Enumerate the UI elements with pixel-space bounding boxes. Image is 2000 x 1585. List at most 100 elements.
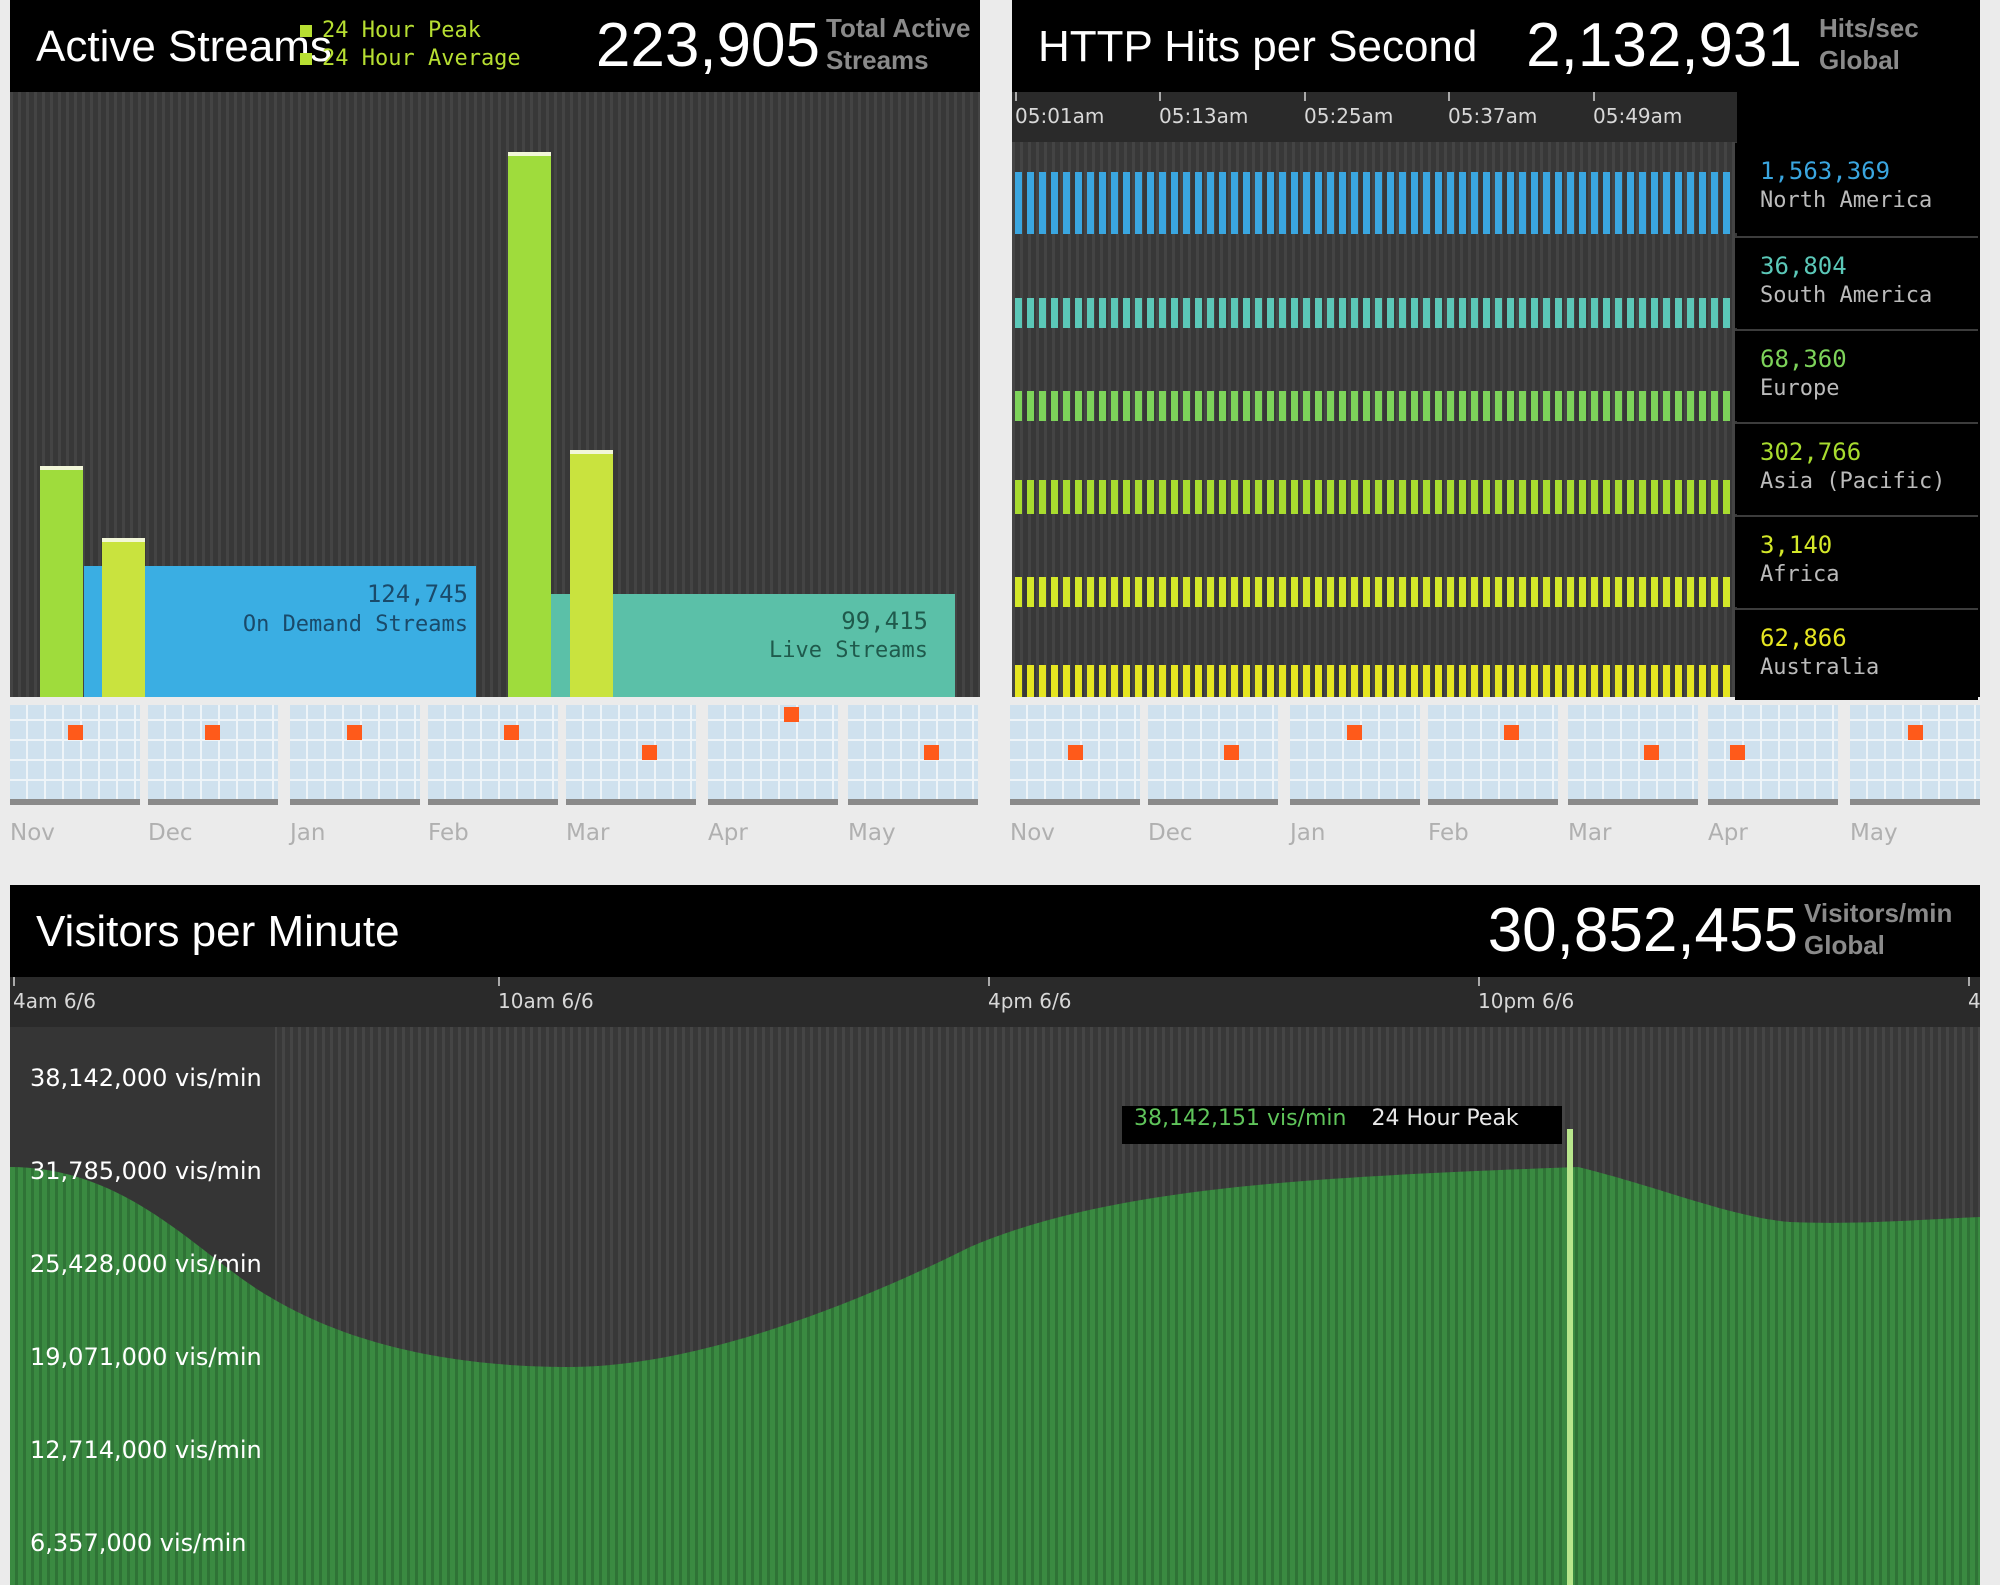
- hits-bar-australia: [1015, 665, 1733, 697]
- active-streams-title: Active Streams: [36, 22, 332, 71]
- calendar-feb-right[interactable]: [1428, 705, 1558, 805]
- calendar-marker: [1644, 745, 1659, 760]
- live-label: Live Streams: [769, 638, 928, 663]
- visitors-area-chart: [10, 1027, 1980, 1585]
- legend-peak-swatch: [300, 25, 312, 37]
- on-demand-label: On Demand Streams: [242, 612, 468, 637]
- http-hits-total: 2,132,931: [1526, 11, 1802, 80]
- calendar-marker: [784, 707, 799, 722]
- month-label: Jan: [1290, 820, 1326, 846]
- region-australia: 62,866 Australia: [1735, 608, 1978, 700]
- region-value: 62,866: [1760, 624, 1847, 652]
- time-label: 10pm 6/6: [1478, 989, 1575, 1013]
- region-value: 36,804: [1760, 252, 1847, 280]
- peak-tooltip: 38,142,151 vis/min 24 Hour Peak: [1134, 1106, 1519, 1131]
- visitors-time-ruler: 4am 6/6 10am 6/6 4pm 6/6 10pm 6/6 4: [10, 977, 1980, 1027]
- calendar-marker: [347, 725, 362, 740]
- hits-bar-north-america: [1015, 172, 1733, 234]
- region-name: North America: [1760, 188, 1933, 213]
- hits-bar-asia-pacific: [1015, 480, 1733, 514]
- calendar-apr-right[interactable]: [1708, 705, 1838, 805]
- y-axis-label: 25,428,000 vis/min: [30, 1250, 262, 1278]
- legend-peak: 24 Hour Peak: [300, 17, 521, 45]
- hits-bar-europe: [1015, 391, 1733, 421]
- legend-average-label: 24 Hour Average: [322, 46, 521, 71]
- region-name: South America: [1760, 283, 1933, 308]
- month-label: May: [848, 820, 896, 846]
- active-streams-legend: 24 Hour Peak 24 Hour Average: [300, 17, 521, 73]
- region-name: Africa: [1760, 562, 1840, 587]
- region-africa: 3,140 Africa: [1735, 515, 1978, 607]
- region-value: 302,766: [1760, 438, 1862, 466]
- calendar-nov-right[interactable]: [1010, 705, 1140, 805]
- month-label: Mar: [1568, 820, 1612, 846]
- y-axis-label: 12,714,000 vis/min: [30, 1436, 262, 1464]
- calendar-may-right[interactable]: [1850, 705, 1980, 805]
- active-streams-header: Active Streams 24 Hour Peak 24 Hour Aver…: [10, 0, 980, 92]
- region-value: 68,360: [1760, 345, 1847, 373]
- region-south-america: 36,804 South America: [1735, 236, 1978, 328]
- http-hits-total-label: Hits/sec Global: [1819, 12, 1919, 76]
- month-label: Nov: [10, 820, 55, 846]
- calendar-marker: [1504, 725, 1519, 740]
- time-label: 05:13am: [1159, 104, 1249, 128]
- time-label: 05:01am: [1015, 104, 1105, 128]
- visitors-total: 30,852,455: [1487, 896, 1798, 965]
- month-label: Jan: [290, 820, 326, 846]
- live-block: [548, 594, 955, 697]
- on-demand-block: [84, 566, 476, 697]
- calendar-marker: [924, 745, 939, 760]
- active-streams-total: 223,905: [595, 11, 820, 80]
- region-name: Asia (Pacific): [1760, 469, 1946, 494]
- peak-label: 24 Hour Peak: [1371, 1106, 1519, 1131]
- legend-peak-label: 24 Hour Peak: [322, 18, 481, 43]
- visitors-total-label: Visitors/min Global: [1804, 897, 1952, 961]
- y-axis-label: 19,071,000 vis/min: [30, 1343, 262, 1371]
- hits-label-line1: Hits/sec: [1819, 13, 1919, 43]
- time-label: 05:25am: [1304, 104, 1394, 128]
- calendar-marker: [504, 725, 519, 740]
- time-label: 4am 6/6: [13, 989, 97, 1013]
- calendar-mar-left[interactable]: [566, 705, 696, 805]
- calendar-marker: [68, 725, 83, 740]
- active-streams-total-label: Total Active Streams: [826, 12, 970, 76]
- region-asia-pacific: 302,766 Asia (Pacific): [1735, 422, 1978, 514]
- live-average-bar: [570, 450, 613, 697]
- time-label: 05:37am: [1448, 104, 1538, 128]
- calendar-dec-right[interactable]: [1148, 705, 1278, 805]
- on-demand-peak-bar: [40, 466, 83, 697]
- calendar-marker: [1224, 745, 1239, 760]
- calendar-marker: [205, 725, 220, 740]
- calendar-mar-right[interactable]: [1568, 705, 1698, 805]
- http-hits-time-ruler: 05:01am 05:13am 05:25am 05:37am 05:49am: [1012, 92, 1737, 142]
- time-label: 4: [1968, 989, 1980, 1013]
- active-streams-panel: Active Streams 24 Hour Peak 24 Hour Aver…: [10, 0, 980, 697]
- month-label: Dec: [148, 820, 193, 846]
- calendar-jan-right[interactable]: [1290, 705, 1420, 805]
- calendar-apr-left[interactable]: [708, 705, 838, 805]
- hits-label-line2: Global: [1819, 45, 1900, 75]
- month-label: Dec: [1148, 820, 1193, 846]
- calendar-nov-left[interactable]: [10, 705, 140, 805]
- calendar-dec-left[interactable]: [148, 705, 278, 805]
- region-value: 3,140: [1760, 531, 1833, 559]
- month-label: Apr: [708, 820, 748, 846]
- region-north-america: 1,563,369 North America: [1735, 143, 1978, 233]
- calendar-may-left[interactable]: [848, 705, 978, 805]
- live-peak-bar: [508, 152, 551, 697]
- hits-bar-africa: [1015, 577, 1733, 607]
- month-label: Apr: [1708, 820, 1748, 846]
- month-label: Feb: [1428, 820, 1469, 846]
- calendar-feb-left[interactable]: [428, 705, 558, 805]
- legend-average: 24 Hour Average: [300, 45, 521, 73]
- hits-bar-south-america: [1015, 298, 1733, 328]
- month-label: Mar: [566, 820, 610, 846]
- y-axis-label: 38,142,000 vis/min: [30, 1064, 262, 1092]
- calendar-marker: [1908, 725, 1923, 740]
- live-value: 99,415: [841, 607, 928, 635]
- calendar-jan-left[interactable]: [290, 705, 420, 805]
- y-axis-label: 6,357,000 vis/min: [30, 1529, 247, 1557]
- http-hits-title: HTTP Hits per Second: [1038, 22, 1478, 71]
- visitors-header: Visitors per Minute 30,852,455 Visitors/…: [10, 885, 1980, 977]
- region-name: Europe: [1760, 376, 1840, 401]
